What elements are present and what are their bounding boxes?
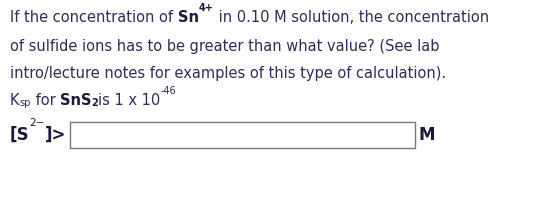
Text: intro/lecture notes for examples of this type of calculation).: intro/lecture notes for examples of this… bbox=[10, 66, 446, 81]
Text: for: for bbox=[31, 93, 60, 107]
Text: 2−: 2− bbox=[29, 117, 45, 127]
Text: 4+: 4+ bbox=[199, 3, 213, 13]
Text: is 1 x 10: is 1 x 10 bbox=[98, 93, 160, 107]
Text: -46: -46 bbox=[160, 86, 176, 96]
Text: M: M bbox=[419, 125, 436, 143]
Text: SnS: SnS bbox=[60, 93, 92, 107]
Text: sp: sp bbox=[20, 98, 31, 107]
Text: 2: 2 bbox=[92, 98, 98, 107]
Text: K: K bbox=[10, 93, 20, 107]
Text: If the concentration of: If the concentration of bbox=[10, 10, 178, 25]
Text: in 0.10 M solution, the concentration: in 0.10 M solution, the concentration bbox=[213, 10, 489, 25]
FancyBboxPatch shape bbox=[70, 122, 415, 148]
Text: Sn: Sn bbox=[178, 10, 199, 25]
Text: ]>: ]> bbox=[45, 125, 66, 143]
Text: of sulfide ions has to be greater than what value? (See lab: of sulfide ions has to be greater than w… bbox=[10, 39, 440, 54]
Text: [S: [S bbox=[10, 125, 29, 143]
